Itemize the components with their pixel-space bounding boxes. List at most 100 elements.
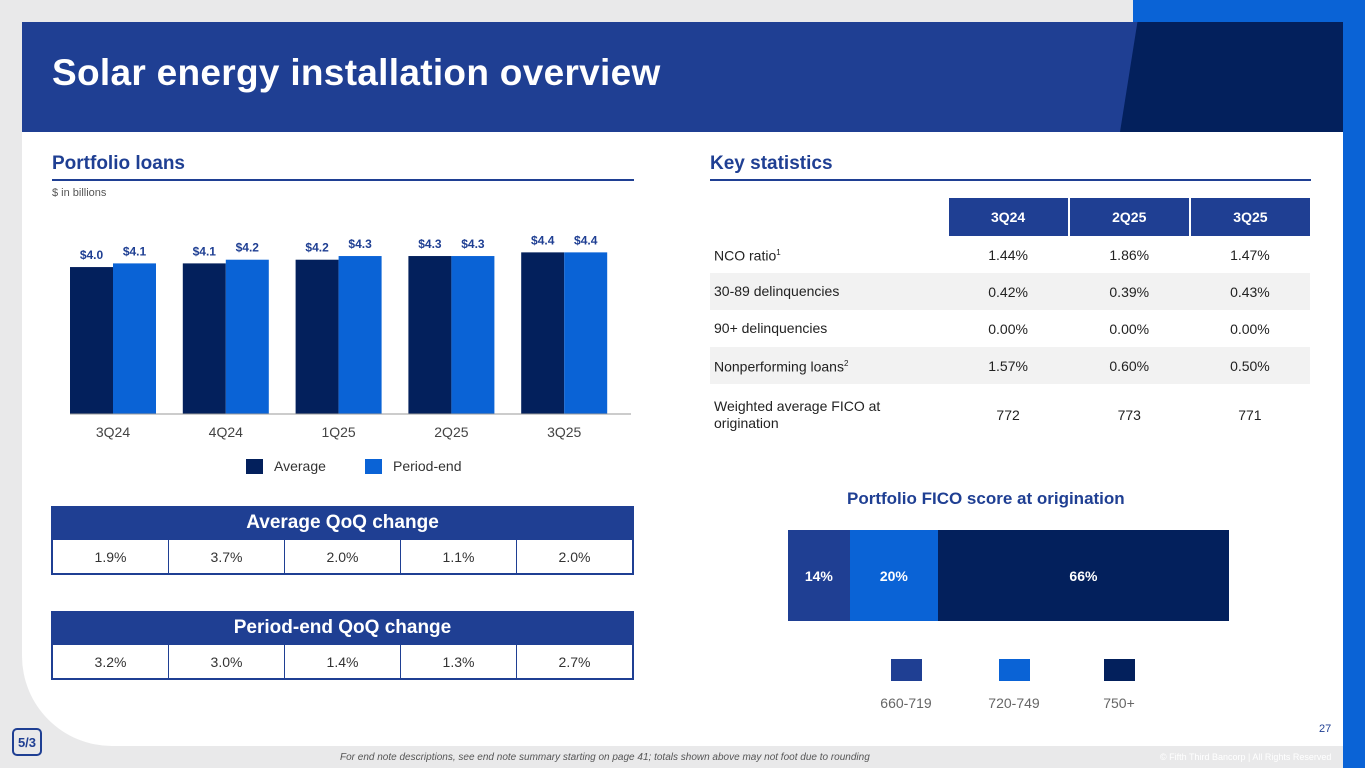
stats-header-blank xyxy=(710,198,948,236)
period-end-qoq-row: 3.2% 3.0% 1.4% 1.3% 2.7% xyxy=(51,645,634,680)
x-tick-label: 2Q25 xyxy=(434,424,468,440)
fico-segment: 20% xyxy=(849,530,938,621)
average-qoq-cell: 1.1% xyxy=(401,540,517,573)
copyright: © Fifth Third Bancorp | All Rights Reser… xyxy=(1160,752,1332,762)
fico-segment: 66% xyxy=(937,530,1229,621)
period-end-qoq-cell: 1.4% xyxy=(285,645,401,678)
bar-average xyxy=(70,267,113,414)
stats-cell: 0.43% xyxy=(1189,273,1310,310)
period-end-qoq-cell: 3.2% xyxy=(53,645,169,678)
legend-period-end: Period-end xyxy=(365,458,462,474)
stats-row: 30-89 delinquencies 0.42% 0.39% 0.43% xyxy=(710,273,1310,310)
stats-row-label: Weighted average FICO at origination xyxy=(714,398,881,431)
fico-legend-swatch xyxy=(1103,659,1135,681)
average-qoq-cell: 2.0% xyxy=(558,548,591,565)
data-label: $4.2 xyxy=(305,241,329,255)
fico-segment: 14% xyxy=(788,530,850,621)
end-note: For end note descriptions, see end note … xyxy=(340,752,870,763)
stats-header-row: 3Q24 2Q25 3Q25 xyxy=(710,198,1310,236)
portfolio-loans-chart: $4.0 $4.1 3Q24 $4.1 $4.2 4Q24 $4.2 $4.3 1Q25 $4.3… xyxy=(70,233,631,440)
data-label: $4.1 xyxy=(193,244,217,258)
bar-period-end xyxy=(338,256,382,414)
stats-cell: 1.57% xyxy=(947,347,1069,384)
data-label: $4.4 xyxy=(574,233,598,247)
title-banner xyxy=(22,22,1343,132)
period-end-qoq-cell: 2.7% xyxy=(558,653,591,670)
data-label: $4.4 xyxy=(531,233,555,247)
fico-stacked-bar: 14% 20% 66% xyxy=(788,530,1229,621)
fico-legend-label: 660-719 xyxy=(880,695,932,711)
stats-cell: 0.39% xyxy=(1068,273,1190,310)
bar-average xyxy=(408,256,452,414)
period-end-qoq-title: Period-end QoQ change xyxy=(51,611,634,645)
data-label: $4.0 xyxy=(80,248,104,262)
stats-cell: 1.44% xyxy=(988,246,1028,263)
stats-row-label: 30-89 delinquencies xyxy=(710,273,948,310)
stats-column-header: 3Q25 xyxy=(1188,198,1310,236)
fico-title: Portfolio FICO score at origination xyxy=(847,489,1125,508)
fico-legend-660-719: 660-719 xyxy=(866,659,946,711)
x-tick-label: 3Q25 xyxy=(547,424,581,440)
key-statistics-table: 3Q24 2Q25 3Q25 NCO ratio1 1.44% 1.86% 1.… xyxy=(710,198,1310,446)
stats-row-label: Nonperforming loans2 xyxy=(710,347,948,384)
legend-period-end-swatch xyxy=(365,458,382,474)
average-qoq-row: 1.9% 3.7% 2.0% 1.1% 2.0% xyxy=(51,540,634,575)
legend-average-swatch xyxy=(246,458,263,474)
stats-cell: 772 xyxy=(996,407,1020,423)
bar-period-end xyxy=(451,256,495,414)
fico-legend-label: 720-749 xyxy=(988,695,1040,711)
x-tick-label: 3Q24 xyxy=(96,424,130,440)
period-end-qoq-table: Period-end QoQ change 3.2% 3.0% 1.4% 1.3… xyxy=(51,611,634,680)
fico-legend-swatch xyxy=(998,659,1030,681)
unit-note: $ in billions xyxy=(52,187,107,199)
endnote-marker: 2 xyxy=(843,359,849,369)
average-qoq-cell: 2.0% xyxy=(285,540,401,573)
bar-period-end xyxy=(225,259,269,414)
data-label: $4.3 xyxy=(348,237,372,251)
stats-column-header: 2Q25 xyxy=(1067,198,1190,236)
average-qoq-table: Average QoQ change 1.9% 3.7% 2.0% 1.1% 2… xyxy=(51,506,634,575)
bar-period-end xyxy=(564,252,608,414)
fico-legend-swatch xyxy=(890,659,922,681)
bar-average xyxy=(182,263,226,414)
stats-row: 90+ delinquencies 0.00% 0.00% 0.00% xyxy=(710,310,1310,347)
stats-row: NCO ratio1 1.44% 1.86% 1.47% xyxy=(710,236,1310,273)
fifth-third-logo: 5/3 xyxy=(12,728,42,756)
data-label: $4.3 xyxy=(418,237,442,251)
average-qoq-cell: 3.7% xyxy=(169,540,285,573)
fico-legend-750-plus: 750+ xyxy=(1079,659,1159,711)
portfolio-loans-title: Portfolio loans xyxy=(52,153,634,181)
legend-average-label: Average xyxy=(274,458,326,474)
banner-accent xyxy=(1120,22,1343,132)
stats-row-label-text: Nonperforming loans xyxy=(714,358,844,375)
bar-average xyxy=(295,259,339,414)
key-statistics-title: Key statistics xyxy=(710,153,1311,181)
period-end-qoq-cell: 1.3% xyxy=(401,645,517,678)
data-label: $4.2 xyxy=(236,241,260,255)
page-number: 27 xyxy=(1319,723,1332,735)
stats-cell: 0.00% xyxy=(988,320,1028,337)
stats-column-header: 3Q24 xyxy=(946,198,1069,236)
data-label: $4.3 xyxy=(461,237,485,251)
stats-cell: 773 xyxy=(1117,407,1141,423)
stats-cell: 1.86% xyxy=(1109,246,1150,263)
bar-average xyxy=(521,252,565,414)
page-title: Solar energy installation overview xyxy=(52,52,661,93)
stats-cell: 0.50% xyxy=(1189,347,1310,384)
stats-row: Nonperforming loans2 1.57% 0.60% 0.50% xyxy=(710,347,1310,384)
endnote-marker: 1 xyxy=(776,248,781,258)
stats-cell: 0.00% xyxy=(1109,320,1150,337)
stats-cell: 0.00% xyxy=(1230,320,1270,337)
stats-row-label: 90+ delinquencies xyxy=(714,320,828,336)
bar-period-end xyxy=(113,263,156,414)
stats-cell: 0.60% xyxy=(1068,347,1190,384)
period-end-qoq-cell: 3.0% xyxy=(169,645,285,678)
fico-legend-720-749: 720-749 xyxy=(974,659,1054,711)
average-qoq-cell: 1.9% xyxy=(53,540,169,573)
stats-cell: 0.42% xyxy=(947,273,1069,310)
legend-average: Average xyxy=(246,458,326,474)
legend-period-end-label: Period-end xyxy=(393,458,462,474)
stats-row-label: NCO ratio1 xyxy=(710,236,948,273)
data-label: $4.1 xyxy=(123,244,147,258)
x-tick-label: 4Q24 xyxy=(209,424,243,440)
